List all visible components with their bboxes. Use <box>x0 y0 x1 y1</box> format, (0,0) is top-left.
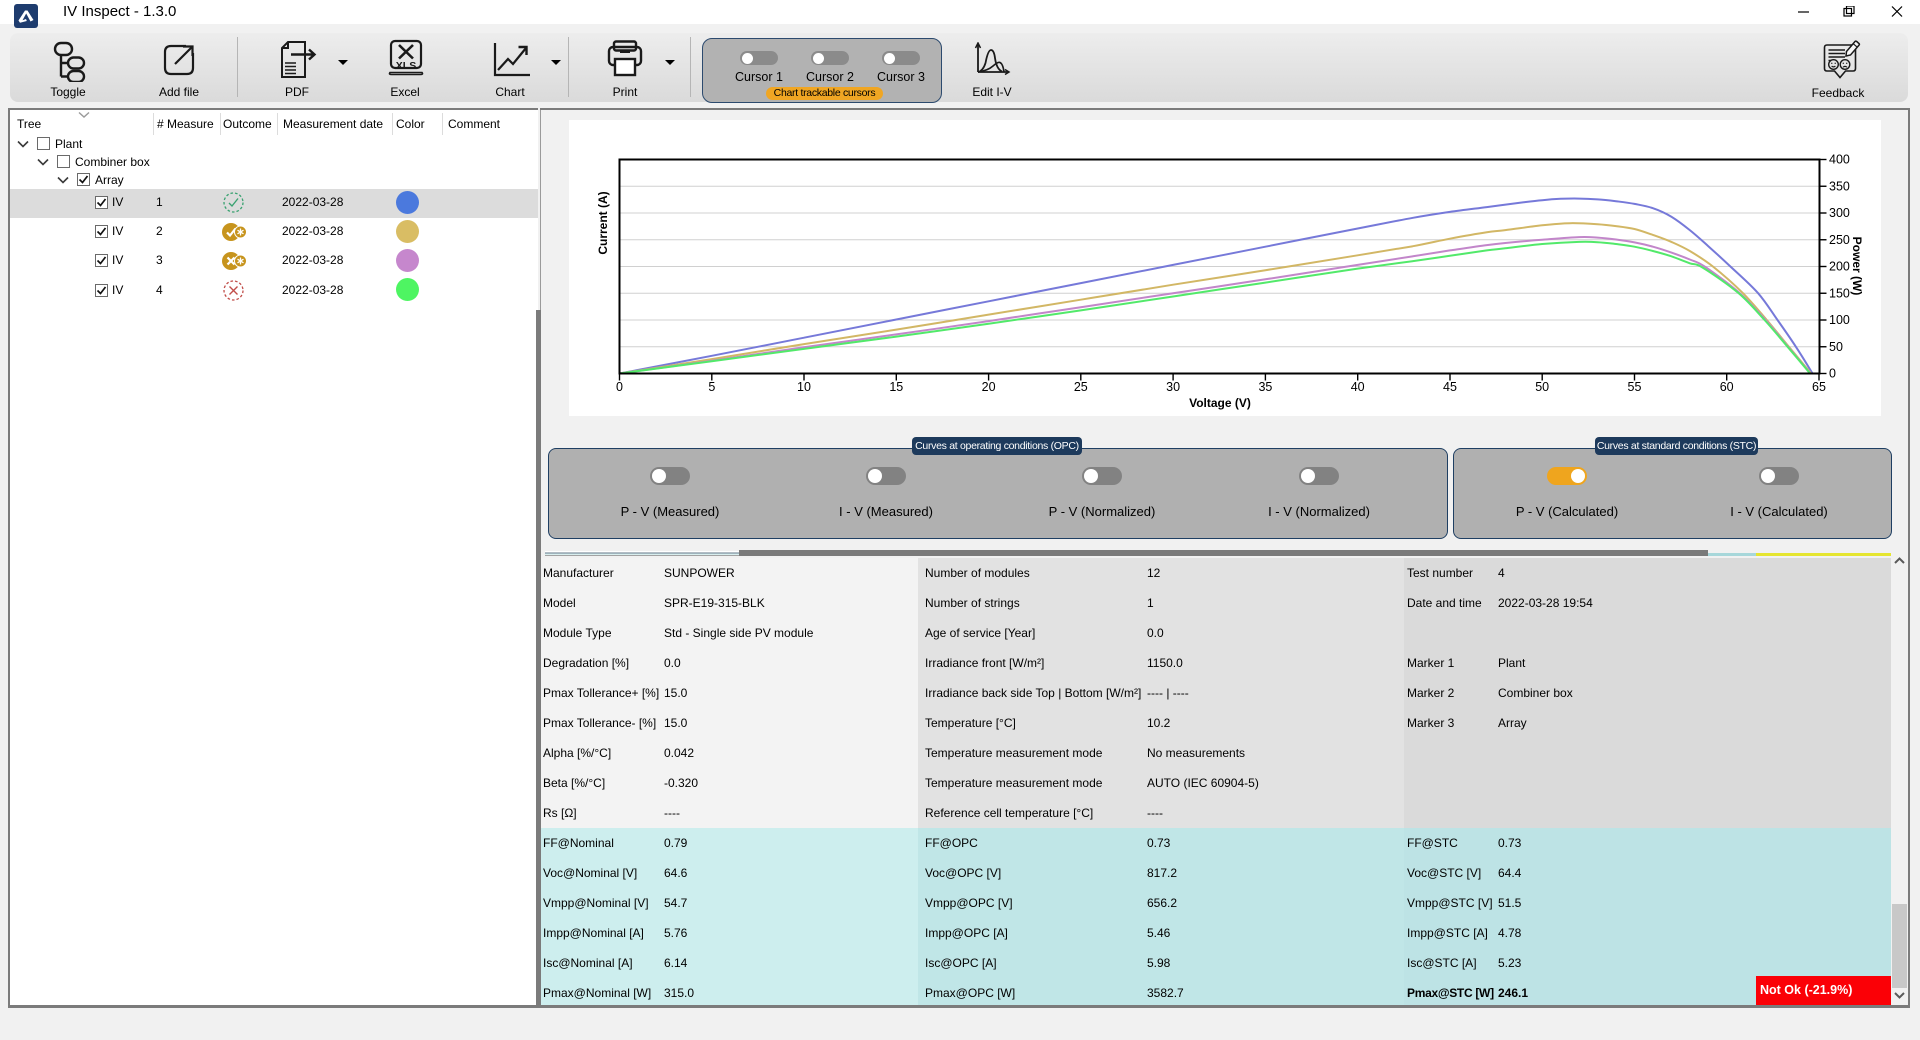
svg-text:10: 10 <box>797 380 811 394</box>
svg-text:55: 55 <box>1628 380 1642 394</box>
svg-text:XLS: XLS <box>396 60 416 72</box>
svg-text:0: 0 <box>1829 367 1836 381</box>
svg-text:5: 5 <box>708 380 715 394</box>
svg-text:150: 150 <box>1829 286 1850 300</box>
svg-text:15: 15 <box>889 380 903 394</box>
svg-text:50: 50 <box>1535 380 1549 394</box>
svg-text:400: 400 <box>1829 153 1850 167</box>
svg-text:20: 20 <box>982 380 996 394</box>
svg-text:45: 45 <box>1443 380 1457 394</box>
svg-text:250: 250 <box>1829 233 1850 247</box>
svg-text:50: 50 <box>1829 340 1843 354</box>
svg-text:35: 35 <box>1258 380 1272 394</box>
svg-text:25: 25 <box>1074 380 1088 394</box>
svg-text:200: 200 <box>1829 260 1850 274</box>
svg-text:30: 30 <box>1166 380 1180 394</box>
svg-text:300: 300 <box>1829 206 1850 220</box>
svg-text:40: 40 <box>1351 380 1365 394</box>
svg-text:0: 0 <box>616 380 623 394</box>
svg-text:65: 65 <box>1812 380 1826 394</box>
svg-text:100: 100 <box>1829 313 1850 327</box>
svg-text:350: 350 <box>1829 179 1850 193</box>
svg-text:60: 60 <box>1720 380 1734 394</box>
